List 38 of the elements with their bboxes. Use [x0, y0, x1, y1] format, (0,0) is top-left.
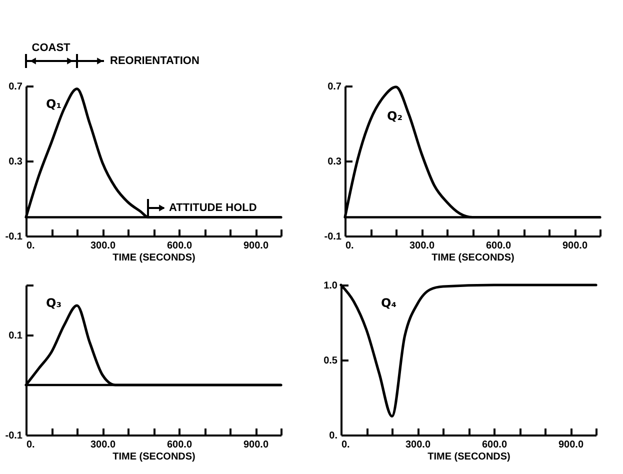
y-tick-label: 0.3: [8, 156, 23, 168]
series-label: Q₁: [46, 97, 62, 111]
x-axis-title: TIME (SECONDS): [432, 252, 514, 264]
y-tick-label: 0.: [329, 430, 338, 442]
y-tick-label: 0.7: [8, 82, 23, 92]
x-tick-label: 900.0: [558, 440, 584, 450]
x-tick-label: 900.0: [243, 440, 269, 450]
x-tick-label: 900.0: [243, 240, 269, 252]
x-axis-title: TIME (SECONDS): [112, 452, 196, 462]
text: REORIENTATION: [110, 55, 200, 67]
x-axis-title: TIME (SECONDS): [428, 452, 510, 462]
y-tick-label: 0.1: [8, 330, 23, 342]
y-tick-label: 0.3: [328, 156, 342, 168]
y-tick-label: -0.1: [324, 232, 342, 242]
series-label: Q₂: [387, 109, 402, 123]
x-tick-label: 0.: [346, 240, 354, 252]
x-tick-label: 600.0: [166, 240, 192, 252]
y-tick-label: -0.1: [5, 232, 23, 242]
text: COAST: [32, 42, 71, 54]
x-tick-label: 300.0: [90, 240, 116, 252]
y-tick-label: 0.7: [328, 82, 342, 92]
y-tick-label: 0.5: [324, 356, 338, 366]
x-tick-label: 600.0: [482, 440, 508, 450]
y-tick-label: -0.1: [5, 430, 23, 442]
x-axis-title: TIME (SECONDS): [112, 252, 196, 264]
x-tick-label: 0.: [26, 240, 36, 252]
x-tick-label: 900.0: [562, 240, 588, 252]
series-label: Q₄: [381, 296, 396, 310]
x-tick-label: 600.0: [166, 440, 192, 450]
series-label: Q₃: [46, 296, 62, 310]
x-tick-label: 600.0: [486, 240, 512, 252]
x-tick-label: 0.: [342, 440, 350, 450]
x-tick-label: 0.: [26, 440, 36, 450]
x-tick-label: 300.0: [409, 240, 435, 252]
annotation: ATTITUDE HOLD: [169, 202, 257, 214]
x-tick-label: 300.0: [405, 440, 431, 450]
x-tick-label: 300.0: [90, 440, 116, 450]
y-tick-label: 1.0: [324, 280, 338, 292]
